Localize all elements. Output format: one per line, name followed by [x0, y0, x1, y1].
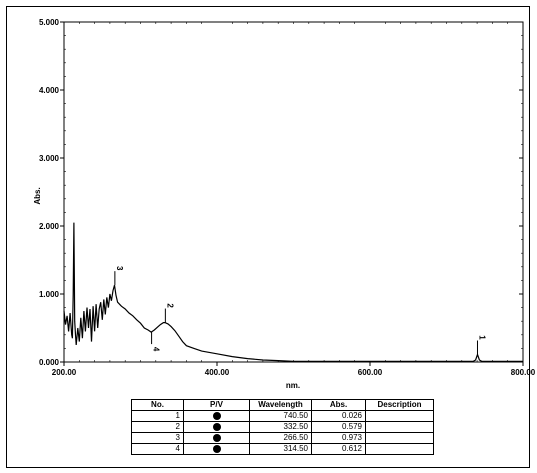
- peak-label: 1: [477, 335, 486, 340]
- cell-description: [365, 421, 434, 433]
- cell-description: [365, 410, 434, 422]
- table-row: 4 314.50 0.612: [131, 443, 434, 455]
- x-tick-label: 400.00: [205, 368, 230, 377]
- plot-area: [63, 21, 524, 363]
- col-header-pv: P/V: [183, 399, 250, 411]
- spectrum-line: [63, 222, 523, 362]
- cell-description: [365, 432, 434, 444]
- y-tick-label: 0.000: [39, 358, 60, 367]
- peak-dot-icon: [212, 422, 221, 431]
- peak-table: No. P/V Wavelength Abs. Description 1 74…: [131, 399, 434, 455]
- cell-wavelength: 332.50: [249, 421, 312, 433]
- table-row: 3 266.50 0.973: [131, 432, 434, 444]
- pv-cell: [183, 443, 250, 455]
- spectrum-chart: 0.000 1.000 2.000 3.000 4.000 5.000 200.00 400.…: [33, 18, 536, 390]
- cell-no: 3: [131, 432, 184, 444]
- y-tick-label: 3.000: [39, 154, 60, 163]
- pv-cell: [183, 410, 250, 422]
- pv-cell: [183, 421, 250, 433]
- y-tick-label: 4.000: [39, 86, 60, 95]
- col-header-wavelength: Wavelength: [249, 399, 312, 411]
- x-tick-label: 200.00: [52, 368, 77, 377]
- x-tick-label: 800.00: [511, 368, 536, 377]
- peak-dot-icon: [212, 433, 221, 442]
- y-tick-label: 5.000: [39, 18, 60, 27]
- cell-no: 1: [131, 410, 184, 422]
- cell-no: 2: [131, 421, 184, 433]
- peak-dot-icon: [212, 411, 221, 420]
- y-tick-label: 2.000: [39, 222, 60, 231]
- pv-cell: [183, 432, 250, 444]
- cell-abs: 0.579: [311, 421, 366, 433]
- col-header-no: No.: [131, 399, 184, 411]
- cell-wavelength: 266.50: [249, 432, 312, 444]
- x-tick-label: 600.00: [358, 368, 383, 377]
- y-tick-label: 1.000: [39, 290, 60, 299]
- peak-label: 3: [115, 266, 124, 271]
- cell-abs: 0.026: [311, 410, 366, 422]
- cell-no: 4: [131, 443, 184, 455]
- peak-label: 2: [165, 303, 174, 308]
- table-row: 1 740.50 0.026: [131, 410, 434, 422]
- cell-abs: 0.973: [311, 432, 366, 444]
- col-header-abs: Abs.: [311, 399, 366, 411]
- figure-frame: [6, 6, 530, 468]
- peak-dot-icon: [212, 444, 221, 453]
- y-axis-label: Abs.: [33, 187, 42, 204]
- col-header-description: Description: [365, 399, 434, 411]
- table-row: 2 332.50 0.579: [131, 421, 434, 433]
- peak-label: 4: [152, 347, 161, 352]
- x-axis-label: nm.: [286, 381, 300, 390]
- cell-description: [365, 443, 434, 455]
- cell-wavelength: 740.50: [249, 410, 312, 422]
- cell-abs: 0.612: [311, 443, 366, 455]
- peak-table-header: No. P/V Wavelength Abs. Description: [131, 399, 434, 411]
- cell-wavelength: 314.50: [249, 443, 312, 455]
